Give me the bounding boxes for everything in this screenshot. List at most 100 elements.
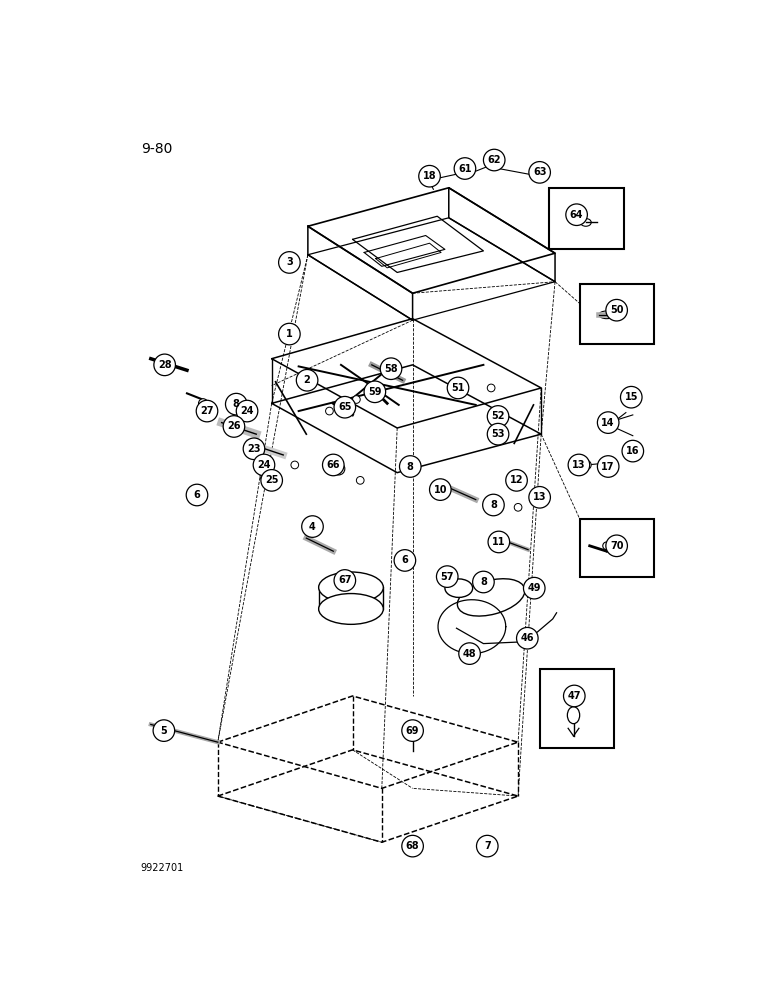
Circle shape [153, 720, 174, 741]
Ellipse shape [319, 594, 384, 624]
Text: 8: 8 [233, 399, 239, 409]
Circle shape [628, 446, 638, 456]
Circle shape [333, 463, 345, 475]
Circle shape [353, 396, 361, 403]
Circle shape [418, 165, 440, 187]
Ellipse shape [599, 311, 615, 319]
Circle shape [436, 566, 458, 587]
Circle shape [399, 456, 421, 477]
Circle shape [394, 550, 415, 571]
Circle shape [506, 470, 527, 491]
Circle shape [472, 571, 494, 593]
Text: 13: 13 [572, 460, 586, 470]
Circle shape [364, 381, 386, 403]
Text: 7: 7 [484, 841, 491, 851]
Circle shape [523, 577, 545, 599]
Circle shape [626, 392, 637, 403]
Circle shape [253, 454, 275, 476]
Text: 68: 68 [406, 841, 419, 851]
Text: 4: 4 [309, 522, 316, 532]
Text: 70: 70 [610, 541, 624, 551]
Text: 9922701: 9922701 [141, 863, 184, 873]
Circle shape [582, 460, 591, 470]
Circle shape [302, 516, 323, 537]
Circle shape [323, 454, 344, 476]
Circle shape [326, 407, 334, 415]
Circle shape [482, 494, 504, 516]
Circle shape [529, 162, 550, 183]
Circle shape [401, 835, 423, 857]
Circle shape [495, 434, 503, 442]
Circle shape [514, 503, 522, 511]
Text: 10: 10 [434, 485, 447, 495]
Ellipse shape [581, 219, 591, 226]
Circle shape [154, 354, 175, 376]
Circle shape [334, 570, 356, 591]
Text: 69: 69 [406, 726, 419, 736]
Circle shape [622, 440, 644, 462]
Circle shape [401, 720, 423, 741]
Text: 66: 66 [327, 460, 340, 470]
Text: 52: 52 [491, 411, 505, 421]
Circle shape [621, 386, 642, 408]
Text: 63: 63 [533, 167, 547, 177]
Circle shape [236, 400, 258, 422]
Circle shape [223, 416, 245, 437]
Text: 17: 17 [601, 462, 615, 472]
Text: 3: 3 [286, 257, 293, 267]
Ellipse shape [319, 572, 384, 603]
Circle shape [196, 400, 218, 422]
Circle shape [487, 406, 509, 427]
Circle shape [604, 462, 613, 471]
Circle shape [606, 535, 628, 557]
Text: 67: 67 [338, 575, 351, 585]
Circle shape [606, 299, 628, 321]
Text: 26: 26 [227, 421, 241, 431]
Circle shape [381, 358, 401, 379]
Text: 8: 8 [407, 462, 414, 472]
Circle shape [261, 470, 283, 491]
Circle shape [487, 423, 509, 445]
Circle shape [488, 531, 510, 553]
Circle shape [603, 542, 611, 550]
Text: 65: 65 [338, 402, 351, 412]
Circle shape [516, 627, 538, 649]
Text: 51: 51 [452, 383, 465, 393]
Circle shape [564, 685, 585, 707]
Text: 46: 46 [520, 633, 534, 643]
Circle shape [568, 454, 590, 476]
Text: 50: 50 [610, 305, 624, 315]
Circle shape [454, 158, 476, 179]
Circle shape [566, 204, 587, 225]
Text: 61: 61 [459, 164, 472, 174]
Circle shape [459, 643, 480, 664]
Text: 62: 62 [487, 155, 501, 165]
Text: 23: 23 [247, 444, 261, 454]
Circle shape [198, 399, 208, 408]
Circle shape [279, 252, 300, 273]
Text: 27: 27 [200, 406, 214, 416]
Text: 48: 48 [462, 649, 476, 659]
Text: 8: 8 [480, 577, 487, 587]
Bar [580, 519, 655, 577]
Ellipse shape [445, 579, 472, 597]
Text: 9-80: 9-80 [141, 142, 172, 156]
Circle shape [429, 479, 451, 500]
Text: 18: 18 [423, 171, 436, 181]
Circle shape [334, 396, 356, 418]
Text: 64: 64 [570, 210, 584, 220]
Circle shape [243, 438, 265, 460]
Text: 24: 24 [240, 406, 254, 416]
Text: 13: 13 [533, 492, 547, 502]
Text: 1: 1 [286, 329, 293, 339]
Text: 14: 14 [601, 418, 615, 428]
Circle shape [487, 384, 495, 392]
Text: 6: 6 [194, 490, 201, 500]
Text: 25: 25 [265, 475, 279, 485]
Text: 12: 12 [510, 475, 523, 485]
Text: 57: 57 [441, 572, 454, 582]
Text: 16: 16 [626, 446, 639, 456]
Circle shape [260, 473, 268, 480]
Text: 11: 11 [492, 537, 506, 547]
Circle shape [186, 484, 208, 506]
